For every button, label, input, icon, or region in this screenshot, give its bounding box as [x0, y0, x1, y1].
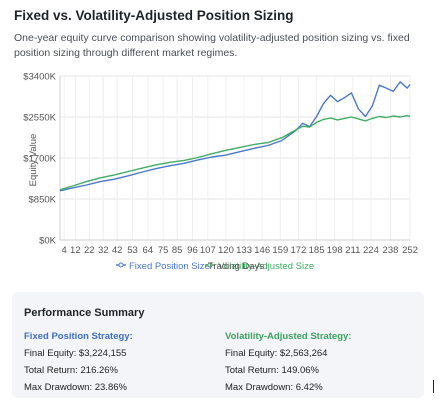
legend-item-fixed[interactable]: Fixed Position Size [116, 261, 210, 272]
fixed-max-drawdown: Max Drawdown: 23.86% [24, 382, 127, 393]
grid [60, 75, 411, 241]
x-tick-label: 12 [70, 245, 81, 256]
x-tick-label: 53 [127, 245, 138, 256]
y-axis-label: Equity Value [28, 134, 39, 187]
series-line-fixed [59, 81, 411, 192]
x-tick-label: 64 [143, 245, 154, 256]
y-ticks: $0K $850K $1700K $2550K $3400K [23, 72, 56, 247]
x-tick-label: 120 [218, 245, 234, 256]
x-tick-label: 146 [254, 245, 270, 256]
x-tick-label: 32 [98, 245, 109, 256]
x-tick-label: 4 [62, 245, 67, 256]
axes [59, 76, 410, 241]
series-line-vol-adjusted [59, 114, 411, 191]
performance-summary: Performance Summary Fixed Position Strat… [12, 292, 424, 398]
legend-item-vol-adjusted[interactable]: Volatility-Adjusted Size [205, 261, 314, 272]
legend-marker [207, 262, 213, 268]
vol-strategy-heading: Volatility-Adjusted Strategy: [225, 331, 352, 342]
y-tick-label: $850K [29, 195, 57, 206]
x-tick-label: 172 [291, 245, 307, 256]
legend-label: Volatility-Adjusted Size [218, 261, 314, 272]
x-axis-label: Trading Days [208, 261, 264, 272]
series [59, 81, 411, 192]
chart-subtitle: One-year equity curve comparison showing… [14, 32, 410, 59]
y-tick-label: $1700K [23, 154, 56, 165]
x-tick-label: 159 [272, 245, 288, 256]
x-tick-label: 224 [363, 245, 379, 256]
vol-max-drawdown: Max Drawdown: 6.42% [225, 382, 323, 393]
y-tick-label: $0K [39, 236, 57, 247]
vol-strategy-stats: Volatility-Adjusted Strategy: Final Equi… [225, 328, 415, 396]
legend-label: Fixed Position Size [129, 261, 210, 272]
legend[interactable]: Fixed Position Size Volatility-Adjusted S… [116, 261, 314, 272]
equity-chart: $0K $850K $1700K $2550K $3400K 4 12 22 32 42 53 64… [23, 72, 418, 273]
x-tick-label: 107 [200, 245, 216, 256]
vol-total-return: Total Return: 149.06% [225, 365, 320, 376]
x-tick-label: 85 [172, 245, 183, 256]
legend-marker [118, 262, 124, 268]
fixed-strategy-heading: Fixed Position Strategy: [24, 331, 133, 342]
x-tick-label: 42 [112, 245, 123, 256]
x-tick-label: 96 [187, 245, 198, 256]
x-tick-label: 211 [345, 245, 360, 256]
text-cursor [433, 380, 434, 393]
fixed-total-return: Total Return: 216.26% [24, 365, 119, 376]
x-tick-label: 75 [158, 245, 169, 256]
x-tick-label: 185 [309, 245, 325, 256]
summary-title: Performance Summary [24, 307, 145, 319]
chart-title: Fixed vs. Volatility-Adjusted Position S… [14, 8, 294, 23]
x-tick-label: 133 [236, 245, 252, 256]
x-tick-label: 252 [402, 245, 418, 256]
x-tick-label: 198 [327, 245, 343, 256]
vol-final-equity: Final Equity: $2,563,264 [225, 348, 328, 359]
x-tick-label: 22 [84, 245, 95, 256]
y-tick-label: $2550K [23, 113, 56, 124]
y-tick-label: $3400K [23, 72, 56, 83]
x-tick-label: 238 [383, 245, 399, 256]
fixed-final-equity: Final Equity: $3,224,155 [24, 348, 127, 359]
x-ticks: 4 12 22 32 42 53 64 75 85 96 107 120 133 146 159 172 185… [62, 245, 418, 256]
fixed-strategy-stats: Fixed Position Strategy: Final Equity: $… [24, 328, 214, 396]
